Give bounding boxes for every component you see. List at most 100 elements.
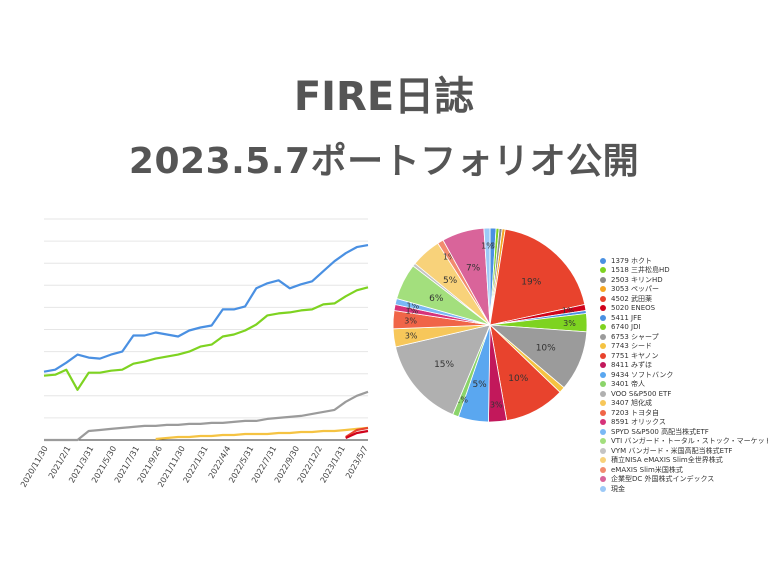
legend-swatch xyxy=(600,362,606,369)
legend-swatch xyxy=(600,314,606,321)
legend-swatch xyxy=(600,400,606,407)
legend-label: 2503 キリンHD xyxy=(611,275,663,284)
legend-item: 2503 キリンHD xyxy=(600,275,768,285)
legend-label: 3401 帝人 xyxy=(611,380,646,389)
pie-data-label: 10% xyxy=(508,374,528,384)
legend-item: 7743 シード xyxy=(600,342,768,352)
legend-swatch xyxy=(600,305,606,312)
pie-data-label: 5% xyxy=(472,380,487,390)
legend-swatch xyxy=(600,343,606,350)
series-line-3 xyxy=(44,390,369,442)
legend-label: 6753 シャープ xyxy=(611,332,659,341)
page-subtitle: 2023.5.7ポートフォリオ公開 xyxy=(128,141,640,182)
legend-item: 8411 みずほ xyxy=(600,361,768,371)
pie-data-label: 3% xyxy=(404,317,417,326)
legend-item: 6740 JDI xyxy=(600,323,768,333)
legend-label: 3053 ペッパー xyxy=(611,285,660,294)
legend-swatch xyxy=(600,390,606,397)
pie-data-label: 1% xyxy=(562,307,575,316)
pie-slice-15 xyxy=(395,324,491,416)
legend-swatch xyxy=(600,428,606,435)
legend-swatch xyxy=(600,324,606,331)
pie-chart: 1%19%1%3%10%10%3%5%1%15%3%3%1%1%6%5%1%7%… xyxy=(392,227,588,423)
legend-swatch xyxy=(600,447,606,454)
legend-swatch xyxy=(600,381,606,388)
legend-swatch xyxy=(600,295,606,302)
series-line-2 xyxy=(43,286,369,391)
legend-item: 1518 三井松島HD xyxy=(600,266,768,276)
legend-label: VTI バンガード・トータル・ストック・マーケットETF xyxy=(611,437,768,446)
pie-data-label: 3% xyxy=(490,400,503,409)
legend-item: 7751 キヤノン xyxy=(600,351,768,361)
legend-swatch xyxy=(600,257,606,264)
legend-swatch xyxy=(600,485,606,492)
legend-item: VYM バンガード・米国高配当株式ETF xyxy=(600,446,768,456)
line-chart: 2020/11/302021/2/12021/3/312021/5/302021… xyxy=(19,218,370,489)
legend-label: 企業型DC 外国株式インデックス xyxy=(611,475,715,484)
legend-swatch xyxy=(600,409,606,416)
legend-label: 積立NISA eMAXIS Slim全世界株式 xyxy=(611,456,723,465)
legend-label: 1518 三井松島HD xyxy=(611,266,670,275)
legend-label: eMAXIS Slim米国株式 xyxy=(611,465,683,474)
legend-label: 7751 キヤノン xyxy=(611,351,659,360)
legend-label: 8411 みずほ xyxy=(611,361,653,370)
legend-item: 6753 シャープ xyxy=(600,332,768,342)
legend-label: 1379 ホクト xyxy=(611,256,653,265)
legend-item: 1379 ホクト xyxy=(600,256,768,266)
legend-swatch xyxy=(600,476,606,483)
legend-label: 7203 トヨタ自 xyxy=(611,408,660,417)
legend-label: VOO S&P500 ETF xyxy=(611,389,672,398)
pie-data-label: 1% xyxy=(405,307,418,316)
legend-label: VYM バンガード・米国高配当株式ETF xyxy=(611,446,733,455)
legend-swatch xyxy=(600,286,606,293)
legend-swatch xyxy=(600,457,606,464)
legend-label: 7743 シード xyxy=(611,342,653,351)
legend-item: 3407 旭化成 xyxy=(600,399,768,409)
legend-swatch xyxy=(600,466,606,473)
pie-data-label: 15% xyxy=(434,360,454,370)
legend-swatch xyxy=(600,267,606,274)
pie-data-label: 5% xyxy=(443,276,458,286)
series-line-5 xyxy=(345,426,369,438)
legend-label: 6740 JDI xyxy=(611,323,641,332)
pie-data-label: 1% xyxy=(486,242,499,251)
legend-item: 3053 ペッパー xyxy=(600,285,768,295)
pie-data-label: 1% xyxy=(481,242,494,251)
legend-label: 現金 xyxy=(611,484,625,493)
pie-data-label: 19% xyxy=(521,277,541,287)
pie-slice-5 xyxy=(489,228,586,326)
pie-data-label: 1% xyxy=(406,302,419,311)
series-line-1 xyxy=(43,244,369,373)
legend-item: 3401 帝人 xyxy=(600,380,768,390)
legend-label: 8591 オリックス xyxy=(611,418,666,427)
legend-swatch xyxy=(600,276,606,283)
x-tick-label: 2023/5/7 xyxy=(344,445,370,481)
legend-label: 9434 ソフトバンク xyxy=(611,370,674,379)
legend-item: 8591 オリックス xyxy=(600,418,768,428)
legend-item: 積立NISA eMAXIS Slim全世界株式 xyxy=(600,456,768,466)
legend-swatch xyxy=(600,438,606,445)
legend-item: VTI バンガード・トータル・ストック・マーケットETF xyxy=(600,437,768,447)
legend-swatch xyxy=(600,419,606,426)
legend-swatch xyxy=(600,333,606,340)
legend-item: 現金 xyxy=(600,484,768,494)
legend-label: 4502 武田薬 xyxy=(611,294,653,303)
legend-item: 企業型DC 外国株式インデックス xyxy=(600,475,768,485)
series-line-6 xyxy=(345,429,369,440)
legend-swatch xyxy=(600,371,606,378)
pie-data-label: 10% xyxy=(536,344,556,354)
legend-label: 3407 旭化成 xyxy=(611,399,653,408)
legend-item: 7203 トヨタ自 xyxy=(600,408,768,418)
legend-item: 5020 ENEOS xyxy=(600,304,768,314)
pie-data-label: 6% xyxy=(429,294,444,304)
pie-data-label: 3% xyxy=(563,319,576,328)
legend-item: SPYD S&P500 高配当株式ETF xyxy=(600,427,768,437)
legend-item: eMAXIS Slim米国株式 xyxy=(600,465,768,475)
pie-data-label: 3% xyxy=(405,332,418,341)
legend-label: 5020 ENEOS xyxy=(611,304,656,313)
pie-data-label: 1% xyxy=(443,253,456,262)
legend-item: VOO S&P500 ETF xyxy=(600,389,768,399)
legend-label: 5411 JFE xyxy=(611,313,642,322)
pie-data-label: 7% xyxy=(466,263,481,273)
legend-item: 5411 JFE xyxy=(600,313,768,323)
